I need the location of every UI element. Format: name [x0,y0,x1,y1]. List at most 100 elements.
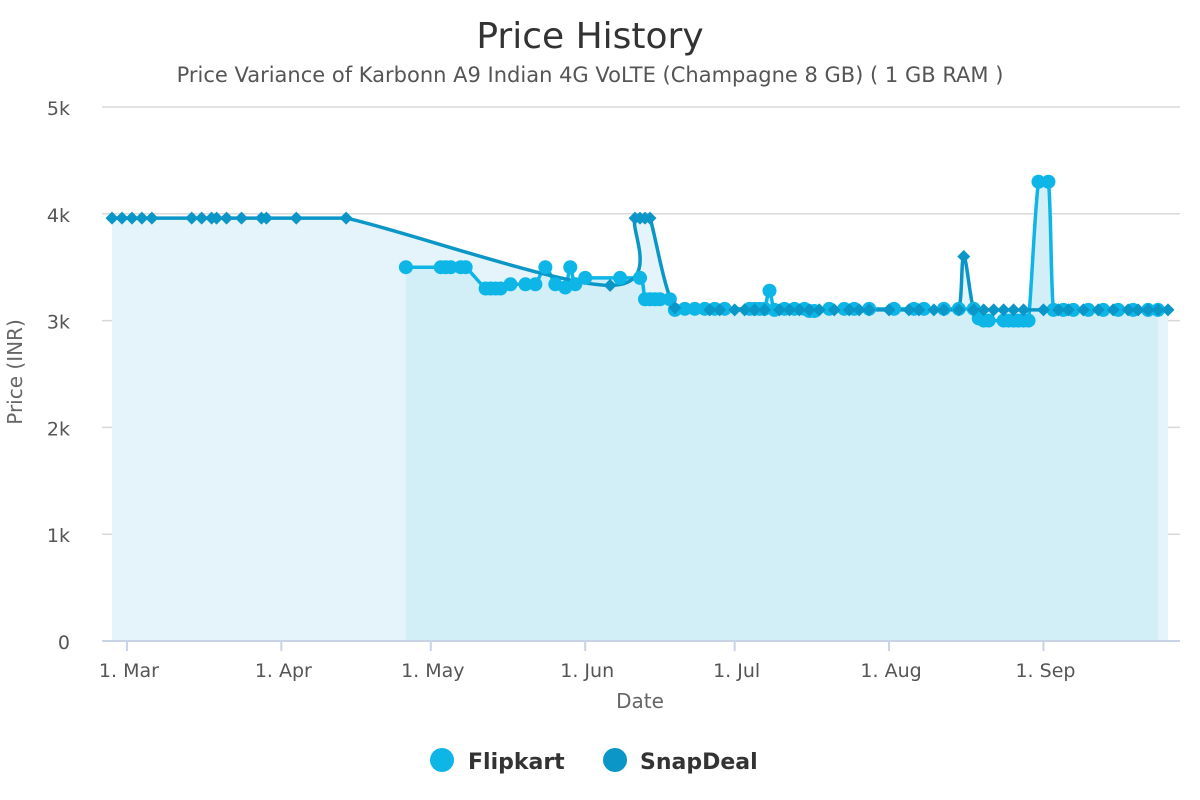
point-snapdeal[interactable] [957,250,971,264]
point-snapdeal[interactable] [792,303,806,317]
x-tick-label: 1. Mar [99,660,159,682]
point-snapdeal[interactable] [997,303,1011,317]
point-snapdeal[interactable] [882,303,896,317]
point-snapdeal[interactable] [902,303,916,317]
point-snapdeal[interactable] [758,303,772,317]
point-snapdeal[interactable] [782,303,796,317]
point-snapdeal[interactable] [1106,303,1120,317]
point-flipkart[interactable] [1041,174,1056,189]
point-snapdeal[interactable] [987,303,1001,317]
legend-marker [430,748,454,772]
point-flipkart[interactable] [528,277,543,292]
point-flipkart[interactable] [981,313,996,328]
point-snapdeal[interactable] [289,211,303,225]
point-snapdeal[interactable] [967,303,981,317]
y-tick-label: 1k [47,525,70,547]
point-snapdeal[interactable] [135,211,149,225]
point-flipkart[interactable] [398,260,413,275]
point-snapdeal[interactable] [1161,303,1175,317]
point-snapdeal[interactable] [668,301,682,315]
legend: Flipkart SnapDeal [430,748,758,775]
y-tick-label: 5k [47,98,70,120]
point-snapdeal[interactable] [195,211,209,225]
legend-label: Flipkart [468,750,565,775]
point-snapdeal[interactable] [738,303,752,317]
point-snapdeal[interactable] [125,211,139,225]
point-snapdeal[interactable] [643,211,657,225]
point-snapdeal[interactable] [1007,303,1021,317]
point-snapdeal[interactable] [812,303,826,317]
point-flipkart[interactable] [652,292,667,307]
x-axis-ticks: 1. Mar 1. Apr 1. May 1. Jun 1. Jul 1. Aug 1. S… [99,641,1075,682]
point-snapdeal[interactable] [977,303,991,317]
point-snapdeal[interactable] [1091,303,1105,317]
point-snapdeal[interactable] [1151,303,1165,317]
point-snapdeal[interactable] [1036,303,1050,317]
point-flipkart[interactable] [633,270,647,285]
x-tick-label: 1. May [401,660,464,682]
point-snapdeal[interactable] [952,303,966,317]
point-snapdeal[interactable] [713,303,727,317]
point-flipkart[interactable] [503,277,518,292]
y-tick-label: 2k [47,418,70,440]
point-flipkart[interactable] [568,277,583,292]
x-axis-title: Date [616,689,664,713]
point-snapdeal[interactable] [115,211,129,225]
point-snapdeal[interactable] [339,211,353,225]
legend-item-snapdeal[interactable]: SnapDeal [603,748,758,775]
y-tick-label: 0 [58,632,70,654]
point-flipkart[interactable] [443,260,458,275]
point-snapdeal[interactable] [105,211,119,225]
point-snapdeal[interactable] [703,303,717,317]
point-flipkart[interactable] [578,270,593,285]
point-snapdeal[interactable] [937,303,951,317]
x-tick-label: 1. Jun [560,660,614,682]
point-snapdeal[interactable] [1131,303,1145,317]
point-flipkart[interactable] [677,301,692,316]
point-snapdeal[interactable] [912,303,926,317]
point-snapdeal[interactable] [927,303,941,317]
point-snapdeal[interactable] [862,303,876,317]
x-tick-label: 1. Aug [860,660,921,682]
point-snapdeal[interactable] [210,211,224,225]
point-flipkart[interactable] [538,260,553,275]
area-flipkart [405,181,1159,641]
point-flipkart[interactable] [563,260,578,275]
point-snapdeal[interactable] [728,303,742,317]
legend-marker [603,748,627,772]
point-snapdeal[interactable] [145,211,159,225]
point-flipkart[interactable] [687,301,702,316]
point-flipkart[interactable] [458,260,473,275]
point-snapdeal[interactable] [235,211,249,225]
point-flipkart[interactable] [1021,313,1036,328]
point-flipkart[interactable] [662,292,677,307]
series-areas [112,181,1168,641]
point-snapdeal[interactable] [1121,303,1135,317]
point-snapdeal[interactable] [852,303,866,317]
point-snapdeal[interactable] [220,211,234,225]
point-flipkart[interactable] [762,283,777,298]
x-tick-label: 1. Sep [1015,660,1075,682]
point-snapdeal[interactable] [1017,303,1031,317]
point-snapdeal[interactable] [1061,303,1075,317]
point-flipkart[interactable] [518,277,533,292]
point-snapdeal[interactable] [748,303,762,317]
y-tick-label: 3k [47,312,70,334]
point-snapdeal[interactable] [259,211,273,225]
point-snapdeal[interactable] [1051,303,1065,317]
point-snapdeal[interactable] [827,303,841,317]
point-snapdeal[interactable] [1141,303,1155,317]
point-snapdeal[interactable] [603,278,617,292]
point-flipkart[interactable] [613,270,628,285]
point-snapdeal[interactable] [185,211,199,225]
point-snapdeal[interactable] [772,303,786,317]
chart-title: Price History [476,16,703,57]
point-snapdeal[interactable] [842,303,856,317]
y-tick-label: 4k [47,205,70,227]
point-snapdeal[interactable] [1076,303,1090,317]
point-snapdeal[interactable] [802,303,816,317]
y-axis-ticks: 0 1k 2k 3k 4k 5k [47,98,70,654]
point-flipkart[interactable] [1031,174,1046,189]
legend-item-flipkart[interactable]: Flipkart [430,748,565,775]
